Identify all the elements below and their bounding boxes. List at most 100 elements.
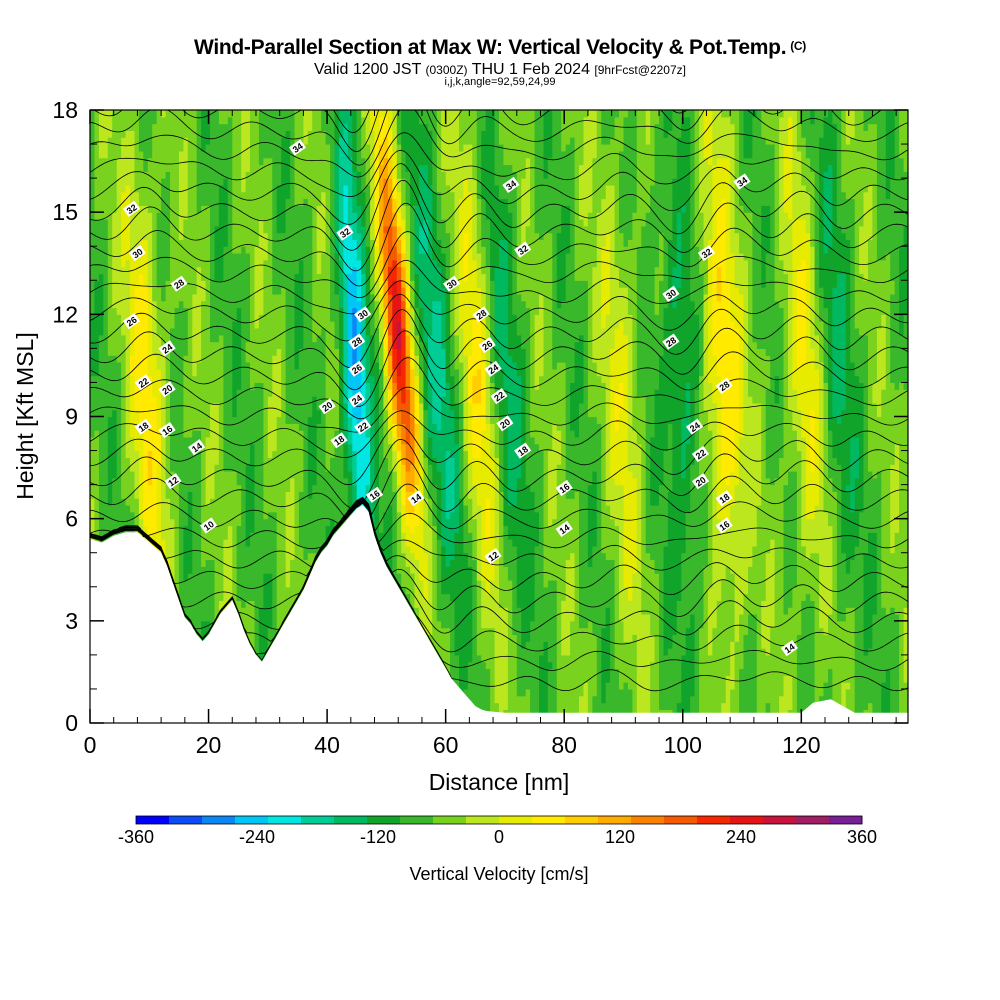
contour-label: 30 <box>442 275 461 292</box>
contour-label: 32 <box>697 244 716 262</box>
contour-label-text: 34 <box>504 178 518 192</box>
contour-label: 28 <box>715 377 733 394</box>
colorbar-swatch <box>367 816 401 824</box>
contour-label-text: 30 <box>664 287 678 301</box>
colorbar-swatch <box>664 816 698 824</box>
contour-label: 14 <box>407 490 425 507</box>
contour-label-text: 20 <box>160 383 174 397</box>
isentrope <box>90 410 908 458</box>
contour-label: 14 <box>780 639 799 657</box>
contour-label: 24 <box>484 360 502 377</box>
colorbar-swatch <box>697 816 731 824</box>
isentrope <box>90 500 908 617</box>
contour-label-text: 16 <box>718 519 732 533</box>
contour-label: 14 <box>188 439 206 456</box>
x-tick-label: 0 <box>84 732 97 758</box>
isentrope <box>90 309 908 391</box>
isentrope <box>90 498 908 549</box>
contour-label-text: 20 <box>694 475 708 489</box>
contour-label-text: 32 <box>338 226 352 240</box>
contour-label: 28 <box>170 275 188 292</box>
contour-label-text: 18 <box>137 420 151 434</box>
isentrope <box>90 179 908 272</box>
y-tick-label: 9 <box>65 404 78 430</box>
contour-label-text: 26 <box>480 338 494 352</box>
x-tick-label: 120 <box>782 732 820 758</box>
contour-label-text: 32 <box>700 246 714 260</box>
colorbar-swatch <box>202 816 236 824</box>
isentrope <box>90 163 908 251</box>
contour-label: 28 <box>348 333 366 350</box>
contour-label-text: 34 <box>291 141 305 155</box>
isentrope <box>90 500 908 636</box>
contour-label: 22 <box>354 418 372 435</box>
contour-label: 16 <box>715 517 733 534</box>
isentrope <box>90 498 908 571</box>
contour-labels: 34 34 34 32 32 32 32 30 30 30 30 28 28 28 28 28 26 26 26 24… <box>122 139 799 657</box>
y-tick-label: 18 <box>52 97 78 123</box>
colorbar-swatch <box>532 816 566 824</box>
colorbar-title: Vertical Velocity [cm/s] <box>409 864 588 884</box>
contour-label: 20 <box>158 381 176 398</box>
contour-label: 28 <box>472 306 490 323</box>
contour-label-text: 18 <box>718 492 732 506</box>
contour-label: 22 <box>134 374 152 391</box>
isentrope <box>90 110 908 178</box>
contour-label: 34 <box>733 173 751 190</box>
contour-label-text: 30 <box>445 277 459 291</box>
colorbar-swatch <box>268 816 302 824</box>
contour-label: 26 <box>478 336 496 354</box>
contour-label: 30 <box>354 306 372 323</box>
contour-label: 32 <box>514 241 532 258</box>
isentrope <box>90 438 908 509</box>
contour-label: 12 <box>164 473 182 490</box>
contour-label-text: 22 <box>137 376 151 390</box>
colorbar-swatch <box>730 816 764 824</box>
y-tick-label: 6 <box>65 506 78 532</box>
contour-label-text: 34 <box>735 175 749 189</box>
colorbar-swatch <box>565 816 599 824</box>
y-tick-label: 15 <box>52 199 78 225</box>
contour-label: 14 <box>555 520 573 538</box>
contour-label-text: 12 <box>486 550 500 564</box>
contour-label: 32 <box>122 200 141 217</box>
contour-label-text: 22 <box>356 420 370 434</box>
contour-label: 22 <box>490 387 508 405</box>
contour-label-text: 16 <box>558 481 572 495</box>
contour-label: 18 <box>134 418 152 435</box>
contour-label-text: 16 <box>160 424 174 438</box>
chart-subtitle: Valid 1200 JST (0300Z) THU 1 Feb 2024 [9… <box>0 61 1000 79</box>
isentrope <box>90 424 908 486</box>
contour-label-text: 28 <box>350 335 364 349</box>
y-tick-label: 3 <box>65 608 78 634</box>
contour-label: 34 <box>502 176 520 194</box>
contour-label: 26 <box>348 360 366 377</box>
contour-label-text: 28 <box>718 379 732 393</box>
contour-label-text: 24 <box>486 362 500 376</box>
contour-label: 30 <box>128 244 147 262</box>
contour-label-text: 26 <box>350 362 364 376</box>
colorbar-tick-label: 360 <box>847 827 877 847</box>
isentrope <box>90 458 908 518</box>
x-tick-label: 80 <box>551 732 577 758</box>
x-axis-label: Distance [nm] <box>429 769 570 795</box>
colorbar-tick-label: -120 <box>360 827 396 847</box>
colorbar-border <box>135 815 863 825</box>
colorbar-swatch <box>763 816 797 824</box>
contour-label-text: 24 <box>688 420 702 434</box>
colorbar-swatch <box>400 816 434 824</box>
contour-label-text: 14 <box>190 441 204 455</box>
colorbar: -360 -240 -120 0 120 240 360 <box>118 815 877 847</box>
contour-label-text: 32 <box>125 202 139 216</box>
contour-label: 12 <box>484 547 502 565</box>
isentrope <box>90 110 908 166</box>
colorbar-swatch <box>136 816 170 824</box>
colorbar-swatch <box>829 816 863 824</box>
contour-label: 18 <box>330 432 348 449</box>
y-tick-label: 12 <box>52 301 78 327</box>
contour-label-text: 26 <box>125 315 139 329</box>
isentrope <box>90 502 908 671</box>
contour-label: 30 <box>662 285 680 303</box>
contour-label: 26 <box>122 312 141 330</box>
contour-label: 28 <box>662 333 680 350</box>
